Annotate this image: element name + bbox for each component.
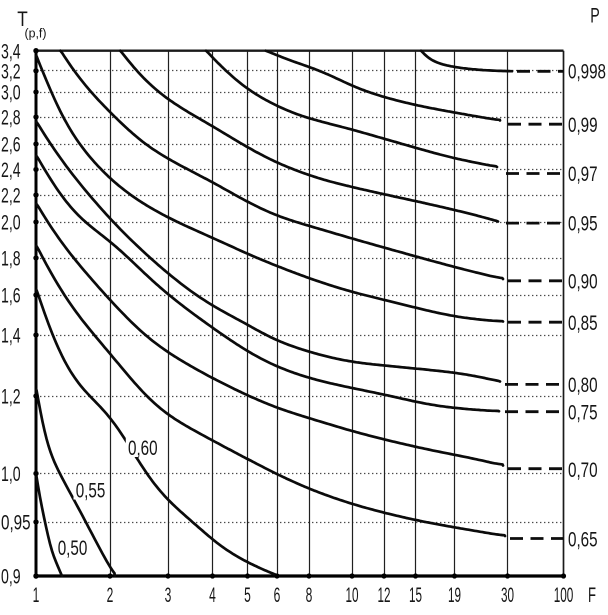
svg-text:0,90: 0,90 [568,270,598,293]
svg-text:2: 2 [107,584,114,607]
svg-text:0,80: 0,80 [568,374,598,397]
svg-text:(p,f): (p,f) [25,27,47,41]
svg-text:15: 15 [409,584,422,607]
svg-text:0,95: 0,95 [1,512,31,535]
svg-text:8: 8 [306,584,313,607]
svg-text:2,0: 2,0 [1,212,21,235]
svg-text:1,8: 1,8 [1,248,21,271]
svg-text:19: 19 [448,584,461,607]
svg-text:2,4: 2,4 [1,159,21,182]
svg-text:2,8: 2,8 [1,107,21,130]
svg-text:2,2: 2,2 [1,185,21,208]
svg-text:100: 100 [554,584,574,607]
svg-text:1: 1 [33,584,40,607]
svg-text:3,0: 3,0 [1,82,21,105]
svg-text:0,99: 0,99 [568,114,598,137]
svg-text:1,6: 1,6 [1,285,21,308]
svg-text:0,75: 0,75 [568,401,598,424]
svg-text:0,65: 0,65 [568,528,598,551]
svg-text:5: 5 [244,584,251,607]
svg-text:30: 30 [501,584,514,607]
svg-text:1,4: 1,4 [1,325,21,348]
svg-text:12: 12 [378,584,391,607]
svg-text:2,6: 2,6 [1,134,21,157]
svg-text:F: F [588,584,596,607]
svg-text:1,2: 1,2 [1,386,21,409]
svg-text:P: P [590,5,600,28]
svg-text:6: 6 [274,584,281,607]
svg-text:10: 10 [346,584,359,607]
svg-text:1,0: 1,0 [1,463,21,486]
svg-text:0,95: 0,95 [568,213,598,236]
svg-text:4: 4 [209,584,216,607]
svg-text:0,50: 0,50 [58,537,88,560]
svg-text:3,2: 3,2 [1,60,21,83]
svg-text:0,9: 0,9 [1,566,21,589]
svg-text:0,998: 0,998 [568,61,606,84]
svg-text:0,55: 0,55 [76,480,106,503]
svg-text:0,97: 0,97 [568,163,598,186]
svg-text:0,85: 0,85 [568,312,598,335]
svg-text:3,4: 3,4 [1,40,21,63]
svg-text:0,70: 0,70 [568,459,598,482]
svg-text:0,60: 0,60 [128,437,158,460]
svg-text:T: T [17,8,28,31]
svg-text:3: 3 [165,584,172,607]
